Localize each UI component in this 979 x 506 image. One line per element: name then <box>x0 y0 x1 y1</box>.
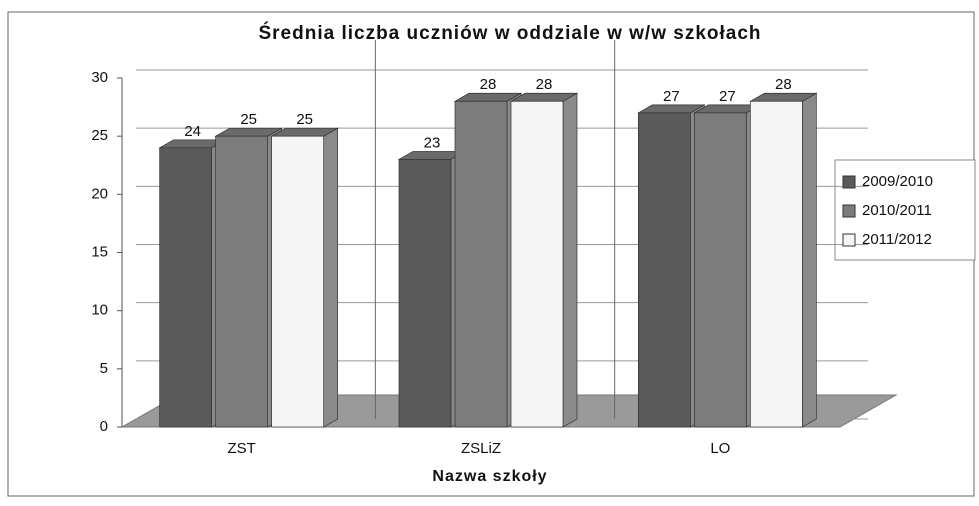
data-label: 23 <box>424 134 441 151</box>
bar <box>271 135 325 428</box>
bar-side <box>801 92 817 428</box>
legend-label: 2011/2012 <box>862 231 932 248</box>
y-tick-label: 25 <box>91 127 108 144</box>
bar <box>693 112 747 428</box>
data-label: 27 <box>663 88 680 105</box>
legend-label: 2009/2010 <box>862 173 933 190</box>
data-label: 27 <box>719 88 736 105</box>
data-label: 28 <box>480 76 497 93</box>
data-label: 25 <box>296 111 313 128</box>
data-label: 28 <box>536 76 553 93</box>
y-tick-label: 10 <box>91 302 108 319</box>
x-tick-label: ZSLiZ <box>461 440 501 457</box>
y-tick-label: 20 <box>91 185 108 202</box>
bar <box>398 159 452 428</box>
bar-side <box>323 127 339 428</box>
bar <box>637 112 691 428</box>
bar-side <box>562 92 578 428</box>
legend-swatch <box>842 233 856 247</box>
data-label: 24 <box>184 123 201 140</box>
x-axis-title: Nazwa szkoły <box>432 468 547 485</box>
legend-box <box>834 159 976 261</box>
legend-swatch <box>842 175 856 189</box>
y-tick-label: 5 <box>100 360 108 377</box>
chart-title: Średnia liczba uczniów w oddziale w w/w … <box>258 22 761 44</box>
bar <box>749 100 803 428</box>
legend-label: 2010/2011 <box>862 202 932 219</box>
y-tick-label: 0 <box>100 418 108 435</box>
y-tick-label: 15 <box>91 243 108 260</box>
bar <box>510 100 564 428</box>
legend-swatch <box>842 204 856 218</box>
bar <box>454 100 508 428</box>
y-tick-label: 30 <box>91 69 108 86</box>
x-tick-label: LO <box>710 440 730 457</box>
x-tick-label: ZST <box>227 440 255 457</box>
bar <box>159 147 213 428</box>
data-label: 25 <box>240 111 257 128</box>
bar <box>215 135 269 428</box>
data-label: 28 <box>775 76 792 93</box>
